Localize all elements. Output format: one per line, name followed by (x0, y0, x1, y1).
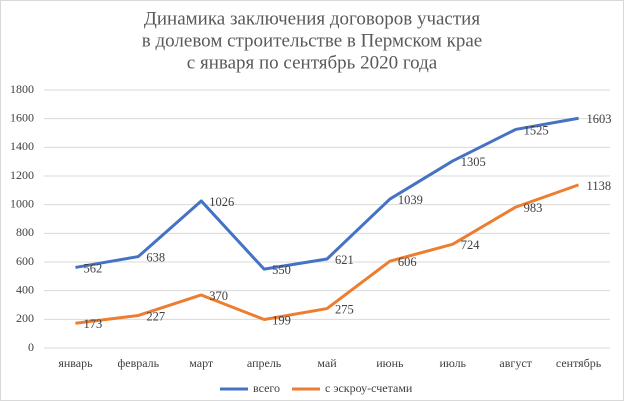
y-tick-label: 400 (16, 282, 34, 296)
data-label: 1039 (398, 193, 423, 207)
data-label: 550 (272, 263, 291, 277)
y-tick-label: 1800 (10, 82, 34, 96)
x-tick-label: февраль (117, 356, 159, 370)
x-tick-label: январь (58, 356, 93, 370)
y-tick-label: 200 (16, 311, 34, 325)
data-label: 199 (272, 313, 291, 327)
data-label: 1305 (461, 155, 486, 169)
x-tick-label: май (317, 356, 337, 370)
data-label: 370 (209, 289, 228, 303)
x-tick-label: август (499, 356, 532, 370)
data-label: 1603 (587, 112, 612, 126)
data-label: 606 (398, 255, 417, 269)
data-label: 724 (461, 238, 481, 252)
data-label: 1525 (524, 123, 549, 137)
y-tick-label: 800 (16, 225, 34, 239)
y-tick-label: 1200 (10, 168, 34, 182)
x-tick-label: сентябрь (556, 356, 602, 370)
y-tick-label: 1000 (10, 196, 34, 210)
y-tick-label: 0 (28, 340, 34, 354)
chart-title: в долевом строительстве в Пермском крае (142, 30, 482, 51)
x-tick-label: июнь (376, 356, 404, 370)
series-line (75, 116, 579, 271)
data-label: 275 (335, 302, 354, 316)
data-label: 1026 (209, 195, 234, 209)
data-label: 227 (146, 309, 165, 323)
series-line (75, 183, 580, 325)
data-label: 173 (83, 317, 102, 331)
data-label: 638 (146, 250, 165, 264)
y-tick-label: 600 (16, 254, 34, 268)
data-label: 621 (335, 253, 354, 267)
y-tick-label: 1600 (10, 110, 34, 124)
legend-label: всего (253, 381, 280, 395)
data-label: 562 (83, 261, 102, 275)
data-label: 983 (524, 201, 543, 215)
x-tick-label: март (189, 356, 214, 370)
y-tick-label: 1400 (10, 139, 34, 153)
chart-title: с января по сентябрь 2020 года (187, 52, 438, 73)
x-tick-label: апрель (247, 356, 282, 370)
chart-title: Динамика заключения договоров участия (144, 8, 480, 29)
data-label: 1138 (587, 179, 612, 193)
x-tick-label: июль (439, 356, 466, 370)
legend-label: с эскроу-счетами (325, 381, 413, 395)
